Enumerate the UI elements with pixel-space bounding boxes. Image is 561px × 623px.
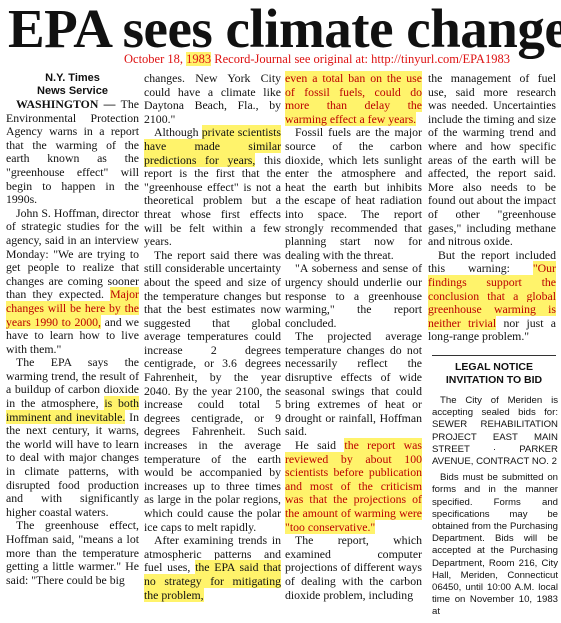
paragraph: The EPA says the warming trend, the resu… — [6, 356, 139, 519]
paragraph-text: Although — [154, 125, 202, 140]
paragraph-text: this report is the first that the "green… — [144, 152, 281, 249]
paragraph: The projected average temperature change… — [285, 329, 422, 439]
paragraph: WASHINGTON — The Environmental Protectio… — [6, 97, 139, 207]
paragraph: Bids must be submitted on forms and in t… — [432, 472, 558, 618]
caption-year: 1983 — [186, 52, 212, 66]
legal-heading-1: LEGAL NOTICE — [455, 361, 533, 373]
legal-notice-heading: LEGAL NOTICE INVITATION TO BID — [430, 361, 558, 387]
dateline: WASHINGTON — — [16, 97, 121, 111]
highlighted-text: even a total ban on the use of fossil fu… — [285, 71, 422, 126]
legal-heading-2: INVITATION TO BID — [445, 374, 543, 386]
paragraph: Although private scientists have made si… — [144, 125, 281, 249]
paragraph-text: The EPA says the warming trend, the resu… — [6, 355, 139, 411]
byline: N.Y. Times News Service — [6, 72, 139, 98]
caption-date: October 18, — [124, 52, 187, 66]
legal-notice-body: The City of Meriden is accepting sealed … — [432, 395, 558, 623]
column-4: the management of fuel use, said more re… — [428, 71, 557, 344]
paragraph: John S. Hoffman, director of strategic s… — [6, 205, 140, 357]
headline: EPA sees climate change — [8, 0, 561, 59]
paragraph-text: In the next century, it warns, the world… — [6, 409, 139, 519]
highlighted-text: the report was reviewed by about 100 sci… — [285, 438, 422, 534]
byline-line-2: News Service — [37, 85, 108, 97]
paragraph: Fossil fuels are the major source of the… — [285, 125, 422, 262]
paragraph: But the report included this warning: "O… — [428, 247, 557, 344]
paragraph: The report, which examined computer proj… — [285, 533, 422, 602]
paragraph: the management of fuel use, said more re… — [428, 71, 556, 249]
paragraph: "A soberness and sense of urgency should… — [285, 261, 422, 330]
paragraph-text: and we have to learn how to live with th… — [6, 314, 140, 356]
paragraph: After examining trends in atmospheric pa… — [144, 533, 281, 602]
paragraph-text: But the report included this warning: — [428, 247, 556, 276]
column-2: changes. New York City could have a clim… — [144, 71, 281, 602]
paragraph: The report said there was still consider… — [144, 247, 281, 534]
paragraph-text: John S. Hoffman, director of strategic s… — [6, 205, 139, 302]
divider — [432, 355, 556, 356]
paragraph: The greenhouse effect, Hoffman said, "me… — [6, 518, 139, 587]
paragraph-text: He said — [295, 438, 345, 453]
column-1: N.Y. Times News Service WASHINGTON — The… — [6, 72, 139, 587]
paragraph-text: nor just a long-range problem." — [428, 315, 557, 344]
paragraph: He said the report was reviewed by about… — [285, 438, 422, 534]
paragraph: changes. New York City could have a clim… — [144, 71, 281, 126]
column-3: even a total ban on the use of fossil fu… — [285, 71, 422, 602]
caption-source: Record-Journal see original at: http://t… — [211, 52, 510, 66]
paragraph-text: The Environmental Protection Agency warn… — [6, 97, 139, 207]
paragraph: The City of Meriden is accepting sealed … — [432, 395, 558, 468]
source-caption: October 18, 1983 Record-Journal see orig… — [124, 52, 510, 67]
byline-line-1: N.Y. Times — [45, 72, 100, 84]
paragraph: even a total ban on the use of fossil fu… — [285, 71, 422, 126]
